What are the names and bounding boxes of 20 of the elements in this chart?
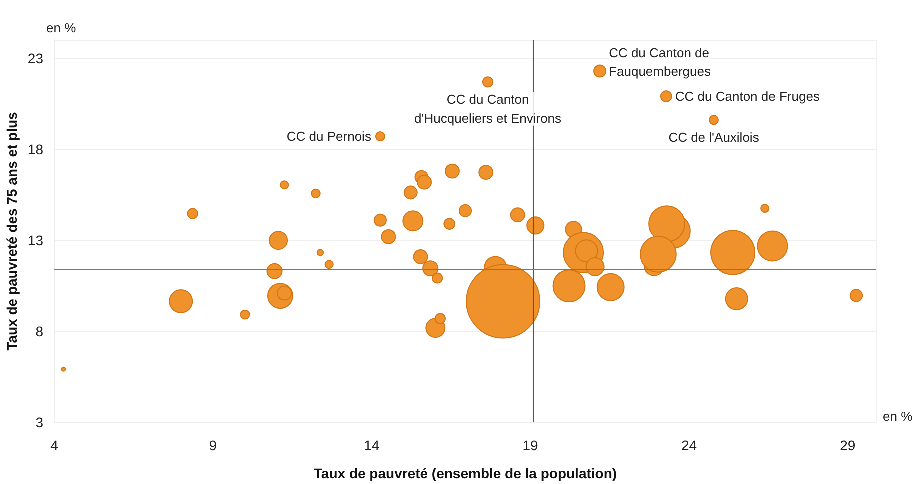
annotation: CC du Canton de Fruges <box>675 89 820 104</box>
x-tick-label: 14 <box>364 438 380 454</box>
x-tick-label: 24 <box>681 438 698 454</box>
y-tick-label: 8 <box>36 324 44 340</box>
y-tick-label: 3 <box>36 414 44 430</box>
x-tick-label: 4 <box>50 438 59 454</box>
text: en % <box>883 408 913 426</box>
text: en % <box>46 20 77 36</box>
annotation: CC du Canton d'Hucqueliers et Environs <box>414 92 562 126</box>
x-tick-label: 19 <box>522 438 539 454</box>
x-tick-label: 9 <box>209 438 218 454</box>
annotation: CC de l'Auxilois <box>668 130 760 146</box>
x-tick-label: 29 <box>840 438 856 454</box>
x-axis-title: Taux de pauvreté (ensemble de la population) <box>314 466 618 482</box>
y-tick-label: 23 <box>28 50 44 67</box>
y-tick-label: 18 <box>28 142 44 158</box>
annotation: CC du Pernois <box>286 129 372 144</box>
y-tick-label: 13 <box>28 232 44 249</box>
y-axis-title: Taux de pauvreté des 75 ans et plus <box>4 112 20 351</box>
annotation: CC du Canton de Fauquembergues <box>609 45 712 80</box>
